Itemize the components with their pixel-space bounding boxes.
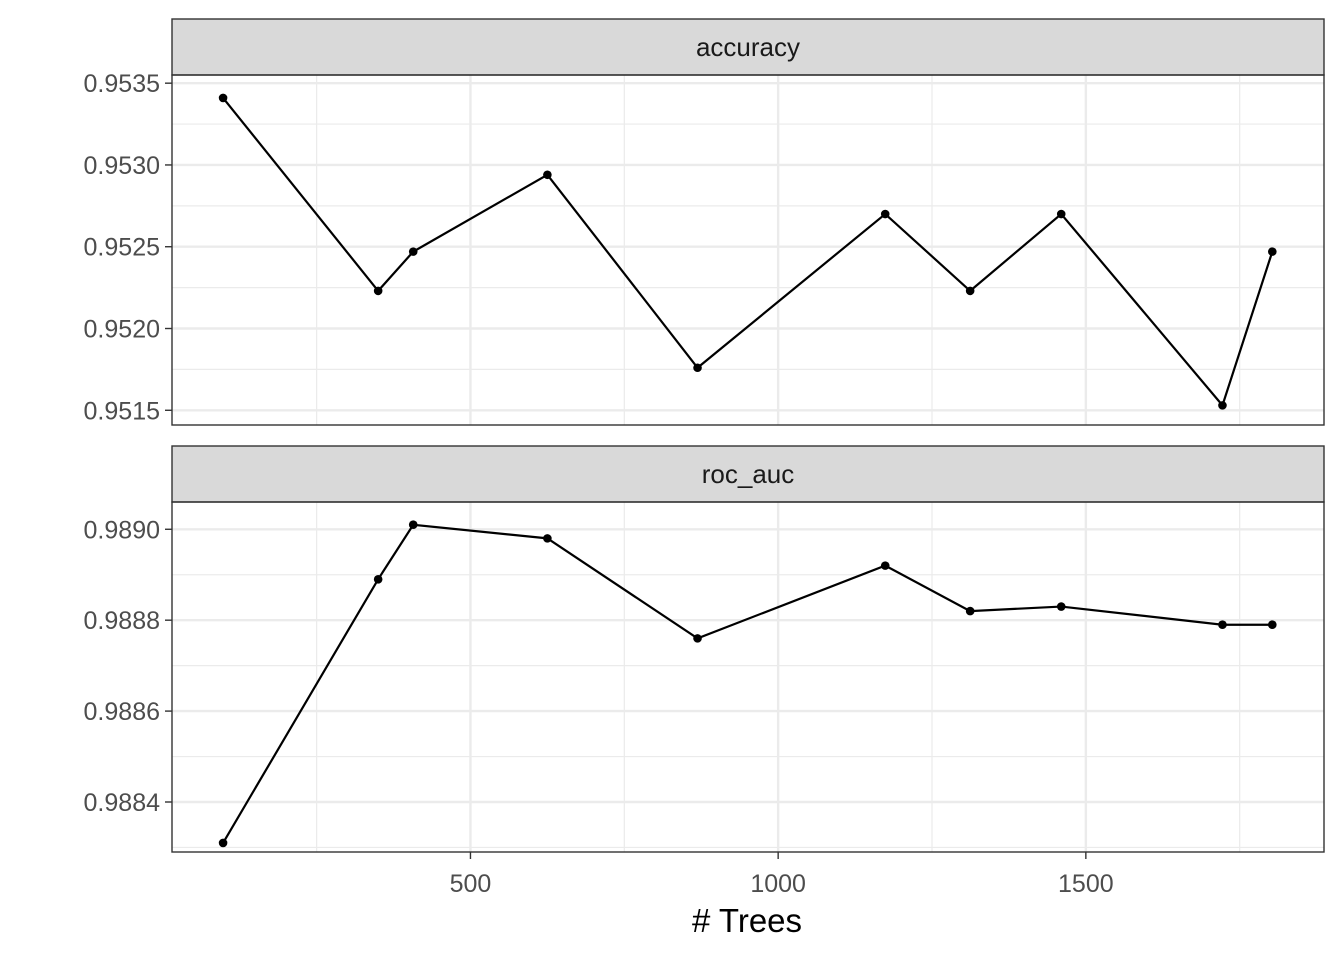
y-tick-label: 0.9888 [84, 607, 160, 635]
series-line-accuracy [222, 97, 1274, 408]
facet-strip-label: roc_auc [702, 459, 795, 489]
panel-accuracy: accuracy 0.9515 0.9520 0.9525 0.9530 0.9535 [84, 18, 1325, 426]
x-axis-title: # Trees [692, 902, 802, 939]
data-point [1218, 620, 1227, 630]
data-point [965, 606, 975, 616]
panel-border [171, 501, 1325, 853]
series-line-roc_auc [222, 523, 1273, 844]
y-tick-label: 0.9890 [84, 516, 160, 544]
data-point [218, 838, 228, 848]
panel-border [171, 74, 1325, 426]
x-tick-label: 1000 [750, 870, 806, 898]
data-point [880, 561, 890, 570]
panel-roc_auc: roc_auc 0.9884 0.9886 0.9888 0.9890 [84, 445, 1325, 853]
grid-lines [172, 502, 1324, 852]
x-tick-label: 500 [450, 870, 492, 898]
y-tick-label: 0.9884 [84, 789, 161, 817]
data-point [408, 520, 418, 530]
data-point [1056, 602, 1066, 611]
data-point [693, 634, 702, 643]
data-point [373, 286, 383, 296]
data-point [1268, 620, 1277, 630]
facet-strip-label: accuracy [696, 32, 800, 62]
y-tick-label: 0.9535 [84, 70, 160, 98]
y-tick-label: 0.9525 [84, 234, 160, 262]
data-point [408, 247, 418, 256]
y-tick-label: 0.9530 [84, 152, 160, 180]
y-tick-label: 0.9520 [84, 316, 160, 344]
grid-lines [172, 75, 1324, 425]
data-point [1056, 209, 1066, 219]
x-tick-label: 1500 [1058, 870, 1114, 898]
data-point [1218, 401, 1227, 410]
data-point [373, 574, 383, 584]
data-point [1268, 247, 1277, 256]
panels: accuracy 0.9515 0.9520 0.9525 0.9530 0.9535 ro… [84, 18, 1325, 853]
data-point [218, 93, 228, 103]
data-point [880, 209, 890, 219]
x-axis: 500 1000 1500 [450, 852, 1114, 898]
data-point [965, 286, 975, 296]
data-point [693, 363, 702, 373]
y-tick-label: 0.9515 [84, 397, 160, 425]
data-point [543, 170, 552, 180]
y-tick-label: 0.9886 [84, 698, 160, 726]
data-point [543, 534, 552, 543]
